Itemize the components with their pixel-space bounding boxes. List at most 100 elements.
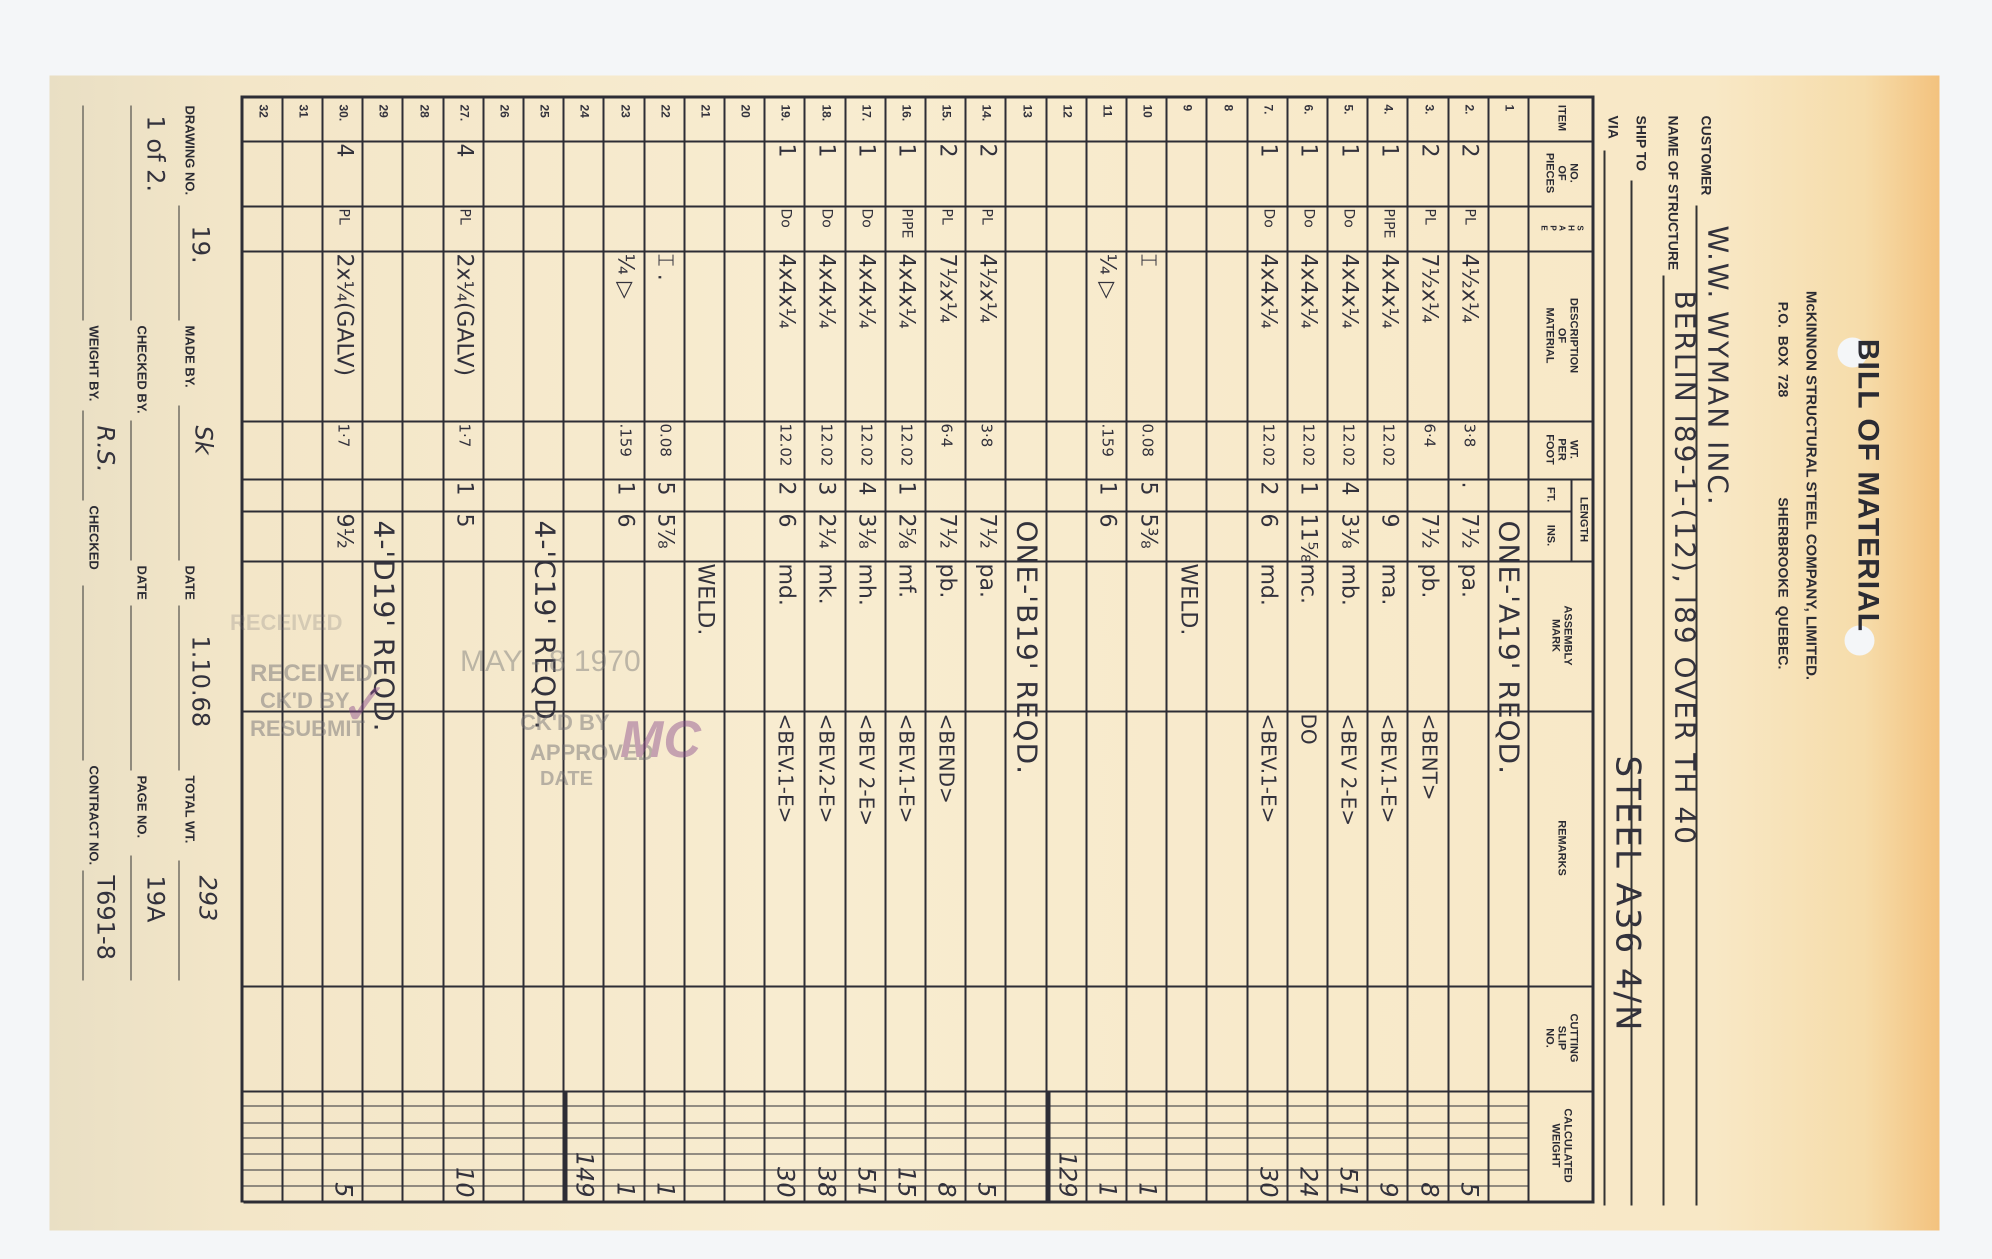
cell-desc: 4x4x¼ [773,253,799,329]
cell-pieces: 1 [1296,143,1321,158]
cell-ins: 9½ [331,513,357,549]
cell-ins: 7½ [934,513,960,549]
cell-remarks: <BEV 2-E> [854,713,879,827]
cell-ins: 6 [1255,513,1281,528]
checkmark-icon: ✓ [340,671,391,738]
cell-desc: 4x4x¼ [1255,253,1281,329]
column-divider [243,560,1595,563]
cell-weight: 9 [1374,1182,1403,1198]
cell-note: ONE-'A19' REQD. [1493,520,1526,776]
cell-remarks: <BEV.1-E> [894,713,919,824]
cell-ins: 2¼ [813,513,839,549]
cell-desc: ¼ ▷ [1095,253,1120,299]
cell-item: 15. [939,104,954,122]
stamp-date-label: DATE [540,768,593,790]
cell-mark: pb. [934,563,960,599]
date-label: DATE [182,565,198,600]
drawing-sheet-value: 1 of 2. [141,115,170,193]
cell-ft: . [1456,481,1482,489]
cell-desc: ⌶ [1135,253,1161,267]
structure-value: BERLIN I89-1-(12), I89 OVER TH 40 [1668,290,1702,846]
cell-shape: PL [1461,208,1478,225]
cell-desc: 4x4x¼ [853,253,879,329]
cell-weight: 38 [812,1166,841,1198]
cell-weight: 149 [570,1151,599,1198]
cell-ft: 1 [451,481,477,496]
cell-wpf: 12.02 [857,423,876,467]
cell-pieces: 1 [1376,143,1402,158]
cell-shape: PIPE [898,208,915,239]
cell-remarks: DO [1296,713,1321,745]
cell-weight: 15 [892,1166,921,1198]
cell-desc: 2x¼(GALV) [331,253,357,377]
row-divider [1085,95,1088,1203]
cell-item: 3. [1422,104,1437,115]
stamp-approved: APPROVED [530,740,654,765]
cell-shape: Do [777,208,794,228]
via-line [1603,150,1606,1206]
stamp-received: RECEIVED [250,660,373,687]
column-header-calculated-weight: CALCULATED WEIGHT [1550,1108,1574,1183]
total-wt-value: 293 [193,875,222,922]
cell-ft: 4 [1336,481,1362,496]
cell-mark: mf. [894,563,919,599]
cell-item: 18. [819,104,834,122]
cell-pieces: 4 [331,143,357,158]
cell-mark: mk. [813,563,839,605]
checked-by-label: CHECKED BY. [134,325,150,414]
cell-shape: PL [456,208,473,225]
cell-remarks: <BEV.1-E> [1256,713,1281,824]
structure-line [1662,275,1665,1206]
cell-wpf: 12.02 [1299,423,1318,467]
cell-ft: 4 [853,481,879,496]
cell-weight: 1 [611,1182,640,1198]
received-stamp: RECEIVED RECEIVED CK'D BY RESUBMIT MAY -… [230,600,790,820]
cell-item: 6. [1301,104,1316,115]
cell-desc: 4x4x¼ [1376,253,1402,329]
cell-mark: mb. [1336,563,1362,606]
column-header-shape: S H A P E [1539,225,1585,231]
cell-ins: 5 [451,513,477,528]
cell-ins: 6 [773,513,799,528]
cell-ins: 11⅝ [1296,513,1321,563]
structure-label: NAME OF STRUCTURE [1665,115,1682,271]
cell-wpf: 12.02 [1339,423,1358,467]
contract-no-value: T691-8 [91,875,120,960]
stamp-resubmit: RESUBMIT [250,716,365,741]
cell-shape: Do [1300,208,1317,228]
cell-ft: 5 [652,481,678,496]
cell-weight: 30 [1254,1166,1283,1198]
cell-weight: 30 [771,1166,800,1198]
document-title: BILL OF MATERIAL [1851,338,1885,633]
column-divider [243,205,1595,208]
cell-desc: 4x4x¼ [1296,253,1321,329]
cell-pieces: 1 [773,143,799,158]
cell-shape: Do [858,208,875,228]
cell-remarks: <BEV.1-E> [1376,713,1401,824]
cell-mark: md. [1255,563,1281,606]
cell-wpf: 12.02 [817,423,836,467]
ship-to-label: SHIP TO [1633,115,1650,172]
cell-pieces: 1 [1255,143,1281,158]
contract-no-label: CONTRACT NO. [86,765,102,866]
cell-shape: PL [1421,208,1438,225]
checked-label: CHECKED [86,505,102,570]
cell-mark: pa. [974,563,1000,598]
cell-weight: 10 [450,1166,479,1198]
ship-to-value: STEEL A36 4/N [1607,755,1648,1033]
cell-item: 1 [1502,104,1517,112]
cell-item: 19. [778,104,793,122]
cell-item: 5. [1341,104,1356,115]
column-divider [243,250,1595,253]
cell-item: 26 [497,104,512,118]
cell-item: 23 [618,104,633,118]
cell-wpf: 1·7 [455,423,474,448]
cell-item: 28 [417,104,432,118]
cell-ins: 6 [612,513,638,528]
cell-item: 2. [1462,104,1477,115]
company-name: McKINNON STRUCTURAL STEEL COMPANY, LIMIT… [1802,290,1820,681]
cell-note: ONE-'B19' REQD. [1010,520,1044,776]
company-address: P.O. BOX 728 SHERBROOKE QUEBEC. [1776,76,1792,896]
cell-pieces: 1 [813,143,839,158]
cell-wpf: 12.02 [897,423,916,467]
